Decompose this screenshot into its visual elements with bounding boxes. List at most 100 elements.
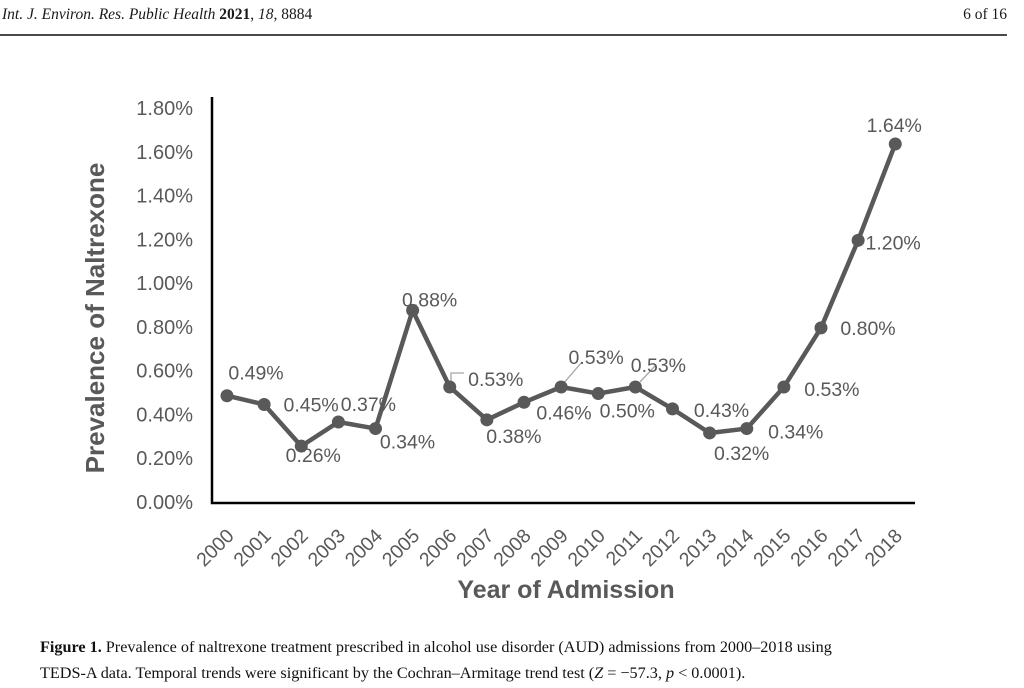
header-rule (0, 34, 1007, 36)
data-point-marker (294, 439, 308, 453)
data-label: 1.20% (865, 232, 920, 254)
data-point-marker (369, 422, 382, 436)
data-label: 0.32% (714, 443, 769, 465)
data-label: 0.34% (768, 422, 823, 444)
text-segment: , (250, 6, 258, 23)
text-segment: Figure 1. (40, 638, 102, 657)
data-label: 0.49% (228, 363, 283, 385)
x-tick-label: 2012 (638, 525, 684, 571)
data-labels: 0.49%0.45% 0.26% 0.37% 0.34% 0.88% 0.53% 0.38%… (228, 115, 922, 467)
text-segment: Int. J. Environ. Res. Public Health (2, 6, 220, 23)
x-axis-tick-labels: 2000200120022003200420052006200720082009… (192, 525, 906, 571)
data-label: 1.64% (867, 115, 922, 137)
y-tick-label: 0.60% (136, 361, 193, 383)
data-label: 0.26% (286, 445, 341, 467)
y-tick-label: 0.80% (136, 317, 193, 339)
x-tick-label: 2007 (452, 525, 498, 571)
data-label: 0.53% (568, 347, 623, 369)
axis-lines (210, 97, 915, 505)
data-point-marker (628, 380, 642, 394)
text-segment: < 0.0001). (674, 664, 746, 683)
label-leader-lines (450, 362, 656, 385)
data-label: 0.37% (341, 394, 396, 416)
y-tick-label: 0.00% (136, 492, 193, 514)
x-tick-label: 2015 (749, 525, 795, 571)
data-point-marker (220, 389, 234, 403)
data-label: 0.34% (380, 432, 435, 454)
x-tick-label: 2014 (712, 525, 758, 571)
data-point-marker (443, 380, 457, 394)
y-tick-label: 1.00% (136, 273, 193, 295)
data-point-marker (666, 402, 679, 416)
data-label: 0.80% (840, 318, 895, 340)
data-label: 0.53% (631, 355, 686, 377)
text-segment: Z (594, 664, 604, 683)
y-tick-label: 1.60% (136, 142, 193, 164)
figure-caption: Figure 1. Prevalence of naltrexone treat… (40, 634, 986, 686)
data-label: 0.50% (600, 401, 655, 423)
leader-line (639, 365, 656, 383)
data-point-marker (888, 137, 902, 151)
x-tick-label: 2003 (304, 525, 350, 571)
x-tick-label: 2002 (267, 525, 313, 571)
text-segment: 18 (258, 6, 274, 23)
x-tick-label: 2016 (786, 525, 832, 571)
data-label: 0.53% (468, 369, 523, 391)
x-tick-label: 2001 (229, 525, 275, 571)
x-tick-label: 2013 (675, 525, 721, 571)
x-axis-title-group: Year of Admission (457, 576, 674, 604)
x-tick-label: 2005 (378, 525, 424, 571)
data-label: 0.46% (536, 402, 591, 424)
text-segment: = −57.3, (603, 664, 666, 683)
x-tick-label: 2018 (861, 525, 907, 571)
x-tick-label: 2000 (192, 525, 238, 571)
data-label: 0.53% (804, 379, 859, 401)
y-tick-label: 1.80% (136, 98, 193, 120)
text-segment: Prevalence of naltrexone treatment presc… (101, 638, 832, 657)
x-tick-label: 2010 (564, 525, 610, 571)
data-label: 0.45% (283, 395, 338, 417)
leader-line (450, 372, 464, 382)
data-point-marker (851, 233, 865, 247)
page-header: Int. J. Environ. Res. Public Health 2021… (2, 6, 1007, 24)
y-tick-label: 0.20% (136, 448, 193, 470)
data-point-marker (591, 387, 605, 401)
x-tick-label: 2006 (415, 525, 461, 571)
data-point-marker (777, 380, 791, 394)
y-tick-label: 1.40% (136, 186, 193, 208)
axes (210, 97, 915, 505)
data-label: 0.38% (486, 426, 541, 448)
x-tick-label: 2017 (823, 525, 869, 571)
data-point-markers (220, 137, 902, 453)
x-tick-label: 2009 (526, 525, 572, 571)
data-label: 0.88% (402, 289, 457, 311)
x-tick-label: 2011 (602, 525, 647, 570)
data-point-marker (406, 303, 420, 317)
y-axis-title-group: Prevalence of Naltrexone (80, 163, 110, 474)
data-point-marker (554, 380, 568, 394)
x-axis-title: Year of Admission (457, 576, 674, 604)
text-segment: p (665, 664, 675, 683)
y-axis-title: Prevalence of Naltrexone (80, 163, 110, 474)
journal-citation: Int. J. Environ. Res. Public Health 2021… (2, 6, 312, 24)
data-label: 0.43% (694, 400, 749, 422)
text-segment: TEDS-A data. Temporal trends were signif… (40, 664, 595, 683)
data-point-marker (703, 426, 717, 440)
text-segment: , 8884 (273, 6, 313, 23)
y-tick-label: 1.20% (136, 229, 193, 251)
y-axis-tick-labels: 0.00% 0.20% 0.40% 0.60% 0.80% 1.00% 1.20% 1.40%… (136, 98, 193, 514)
x-tick-label: 2004 (341, 525, 387, 571)
data-point-marker (740, 422, 754, 436)
x-tick-label: 2008 (489, 525, 535, 571)
page-number: 6 of 16 (963, 6, 1007, 23)
y-tick-label: 0.40% (136, 404, 193, 426)
data-point-marker (331, 415, 345, 429)
data-point-marker (480, 413, 494, 427)
data-point-marker (257, 398, 271, 411)
data-point-marker (814, 321, 828, 335)
leader-line (562, 362, 582, 385)
text-segment: 2021 (219, 6, 251, 23)
data-point-marker (517, 395, 531, 409)
